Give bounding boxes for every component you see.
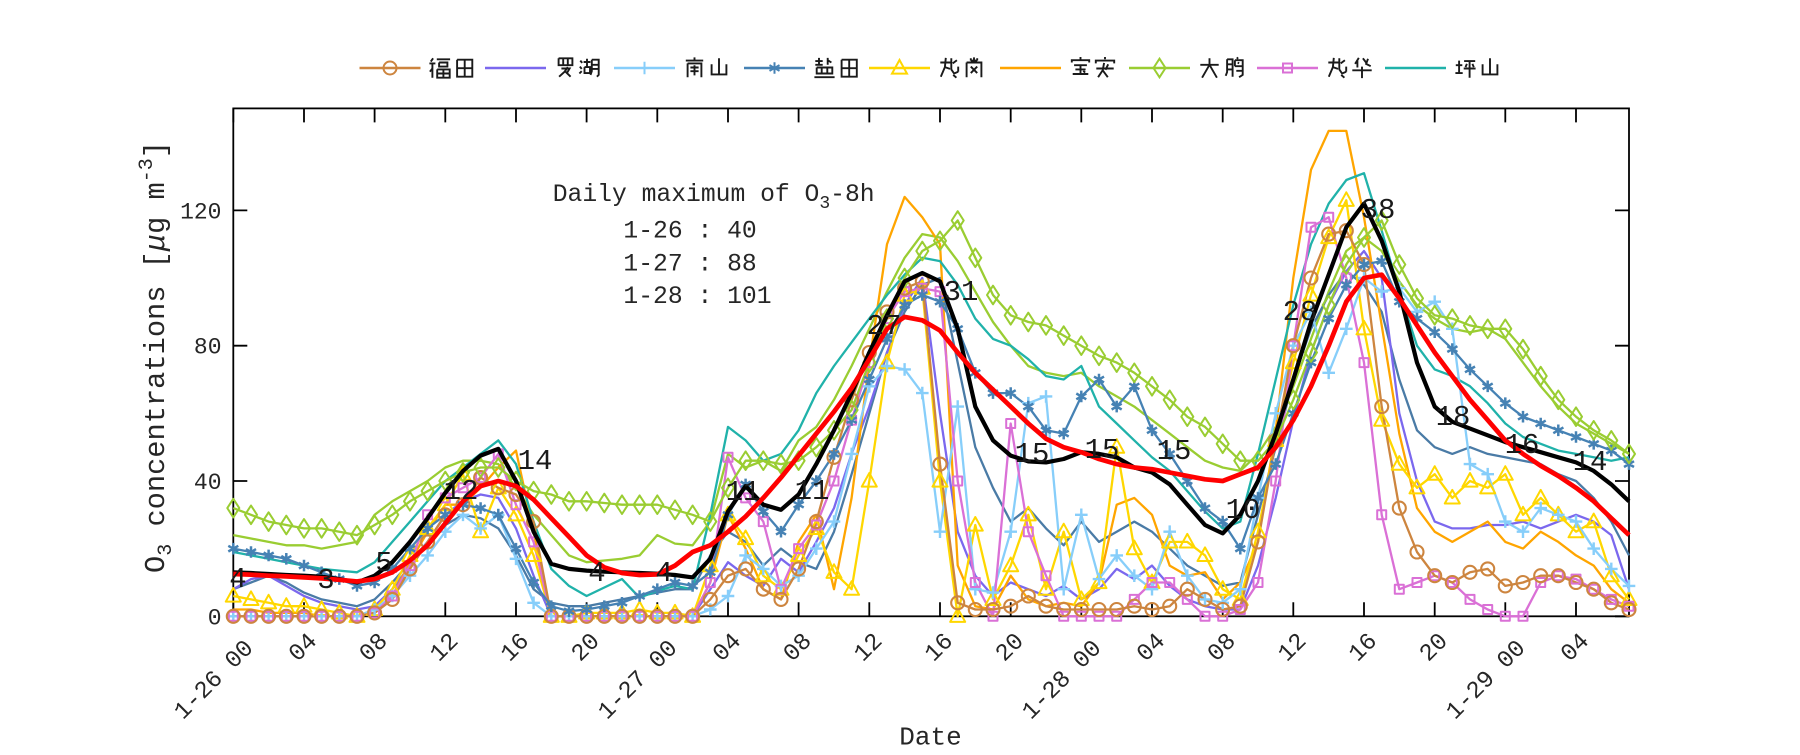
svg-text:1-28 : 101: 1-28 : 101 [623,283,771,311]
svg-text:1-27 : 88: 1-27 : 88 [623,250,756,278]
svg-text:5: 5 [375,547,392,580]
svg-text:120: 120 [180,199,221,225]
svg-text:10: 10 [1226,494,1261,527]
svg-text:38: 38 [1361,194,1396,227]
svg-text:14: 14 [1573,446,1608,479]
svg-text:15: 15 [1015,438,1050,471]
svg-text:4: 4 [229,563,246,596]
svg-text:16: 16 [1505,429,1540,462]
svg-text:12: 12 [444,475,479,508]
svg-text:15: 15 [1157,435,1192,468]
svg-text:15: 15 [1085,434,1120,467]
svg-text:1-26 : 40: 1-26 : 40 [623,218,756,246]
svg-text:0: 0 [208,605,222,631]
svg-text:40: 40 [194,470,222,496]
svg-text:11: 11 [795,475,830,508]
svg-text:28: 28 [1283,296,1318,329]
svg-text:Date: Date [899,723,961,751]
svg-text:31: 31 [944,276,979,309]
svg-text:4: 4 [588,557,605,590]
svg-text:O3 concentrations [μg m-3]: O3 concentrations [μg m-3] [136,141,178,573]
svg-text:4: 4 [655,557,672,590]
svg-text:14: 14 [518,445,553,478]
svg-text:3: 3 [317,564,334,597]
svg-text:27: 27 [867,310,902,343]
svg-text:11: 11 [726,476,761,509]
svg-text:80: 80 [194,335,222,361]
svg-text:18: 18 [1436,401,1471,434]
